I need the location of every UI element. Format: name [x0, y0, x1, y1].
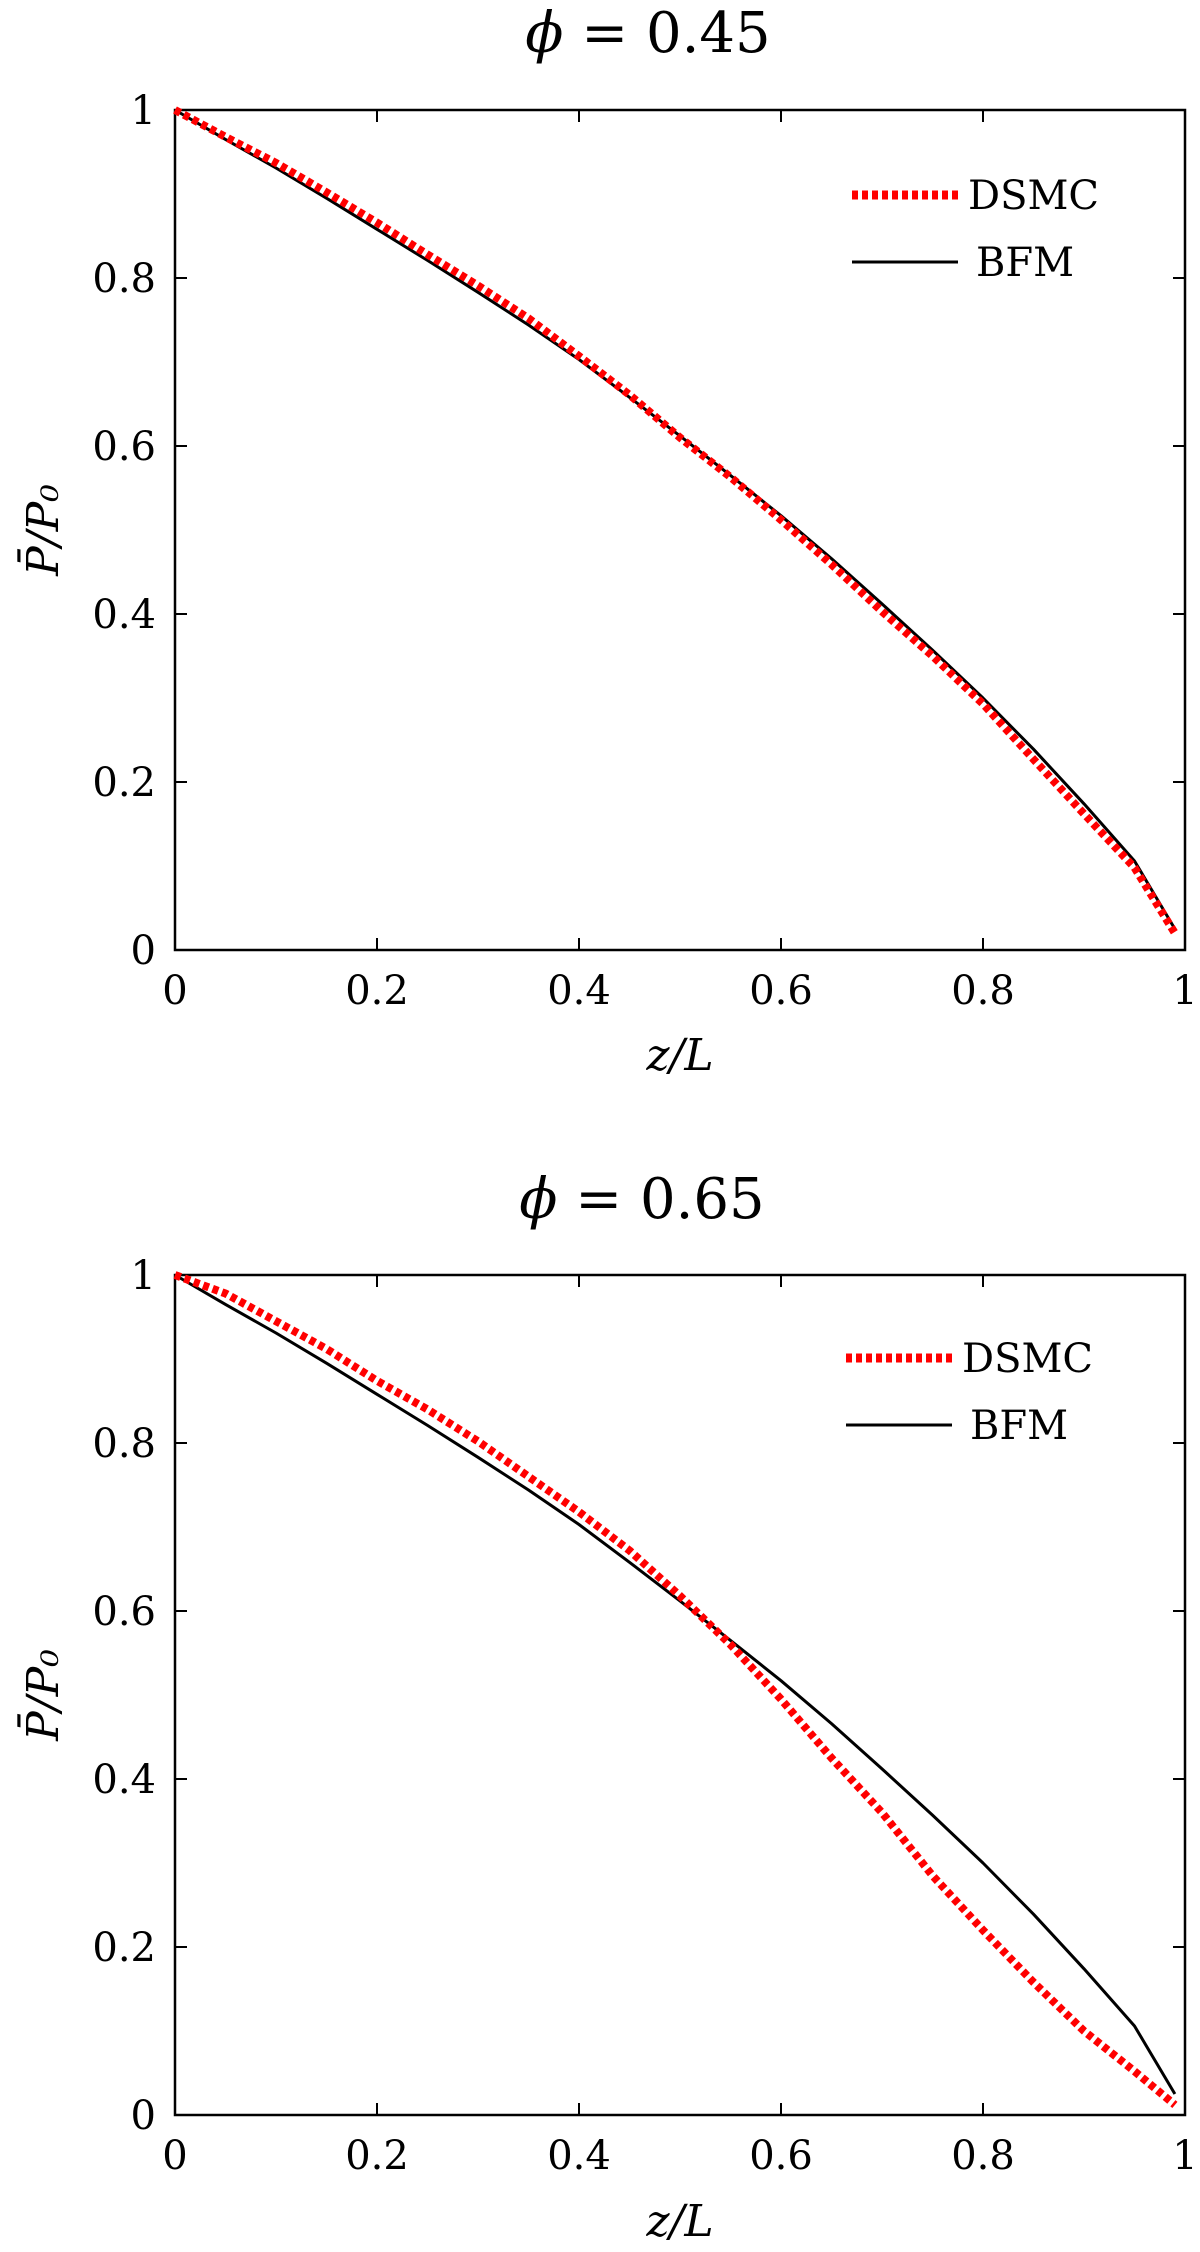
- chart-title-symbol: ϕ: [519, 1167, 557, 1232]
- y-tick-label: 1: [131, 1253, 156, 1299]
- y-tick-label: 0: [131, 2093, 156, 2139]
- y-tick-label: 0.6: [92, 424, 156, 470]
- panel-2: ϕ = 0.65 0 0.2 0.4 0.6: [16, 1167, 1198, 2247]
- x-tick-label: 0.8: [951, 2133, 1015, 2179]
- y-axis-label: P̄/P₀: [16, 1649, 69, 1742]
- x-tick-label: 1: [1172, 2133, 1197, 2179]
- x-tick-label: 0.6: [749, 968, 813, 1014]
- series-line-bfm: [174, 108, 1177, 930]
- x-tick-label: 1: [1172, 968, 1197, 1014]
- x-tick-label: 0.8: [951, 968, 1015, 1014]
- series-line-dsmc: [173, 1271, 1178, 2108]
- legend: DSMC BFM: [852, 173, 1099, 286]
- series-group: [173, 1271, 1178, 2108]
- legend-label-dsmc: DSMC: [962, 1336, 1093, 1382]
- x-axis-ticks: [376, 110, 984, 950]
- legend-label-bfm: BFM: [970, 1403, 1068, 1449]
- y-tick-label: 0.6: [92, 1589, 156, 1635]
- y-axis-ticks: [175, 277, 1185, 783]
- chart-title: ϕ = 0.65: [519, 1167, 764, 1232]
- chart-title-rest: = 0.65: [557, 1167, 764, 1232]
- x-tick-label: 0.2: [345, 2133, 409, 2179]
- series-group: [173, 106, 1179, 936]
- plot-frame: [173, 108, 1187, 952]
- x-tick-labels: 0 0.2 0.4 0.6 0.8 1: [162, 968, 1197, 1014]
- x-tick-labels: 0 0.2 0.4 0.6 0.8 1: [162, 2133, 1197, 2179]
- y-tick-label: 0.8: [92, 1421, 156, 1467]
- y-tick-labels: 0 0.2 0.4 0.6 0.8 1: [92, 88, 156, 974]
- x-tick-label: 0.4: [547, 968, 611, 1014]
- y-axis-ticks: [175, 1442, 1185, 1948]
- y-tick-label: 0: [131, 928, 156, 974]
- y-tick-label: 0.4: [92, 592, 156, 638]
- chart-title-rest: = 0.45: [563, 1, 770, 66]
- chart-title-symbol: ϕ: [525, 1, 563, 66]
- series-line-dsmc: [173, 106, 1179, 936]
- chart-title: ϕ = 0.45: [525, 1, 770, 66]
- y-tick-label: 0.2: [92, 1925, 156, 1971]
- panel-1: ϕ = 0.45 0 0.2 0.4 0.6: [16, 1, 1198, 1081]
- y-tick-label: 0.4: [92, 1757, 156, 1803]
- x-axis-label: z/L: [645, 1030, 713, 1081]
- y-tick-label: 0.8: [92, 256, 156, 302]
- y-tick-label: 1: [131, 88, 156, 134]
- x-tick-label: 0.6: [749, 2133, 813, 2179]
- y-tick-label: 0.2: [92, 760, 156, 806]
- x-axis-ticks: [376, 1275, 984, 2115]
- x-tick-label: 0: [162, 968, 187, 1014]
- x-tick-label: 0.2: [345, 968, 409, 1014]
- x-tick-label: 0.4: [547, 2133, 611, 2179]
- y-axis-label: P̄/P₀: [16, 484, 69, 577]
- legend: DSMC BFM: [846, 1336, 1093, 1449]
- x-tick-label: 0: [162, 2133, 187, 2179]
- x-axis-label: z/L: [645, 2196, 713, 2247]
- legend-label-dsmc: DSMC: [968, 173, 1099, 219]
- y-tick-labels: 0 0.2 0.4 0.6 0.8 1: [92, 1253, 156, 2139]
- legend-label-bfm: BFM: [976, 240, 1074, 286]
- plot-frame: [173, 1273, 1187, 2117]
